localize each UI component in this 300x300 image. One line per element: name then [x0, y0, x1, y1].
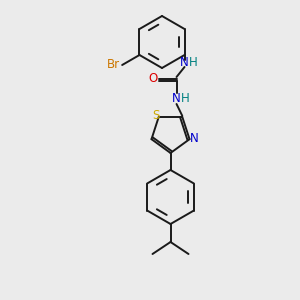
Text: N: N: [190, 132, 199, 145]
Text: S: S: [152, 109, 159, 122]
Text: Br: Br: [106, 58, 120, 71]
Text: H: H: [189, 56, 198, 70]
Text: O: O: [148, 73, 157, 85]
Text: N: N: [180, 56, 189, 70]
Text: N: N: [172, 92, 181, 106]
Text: H: H: [181, 92, 190, 106]
